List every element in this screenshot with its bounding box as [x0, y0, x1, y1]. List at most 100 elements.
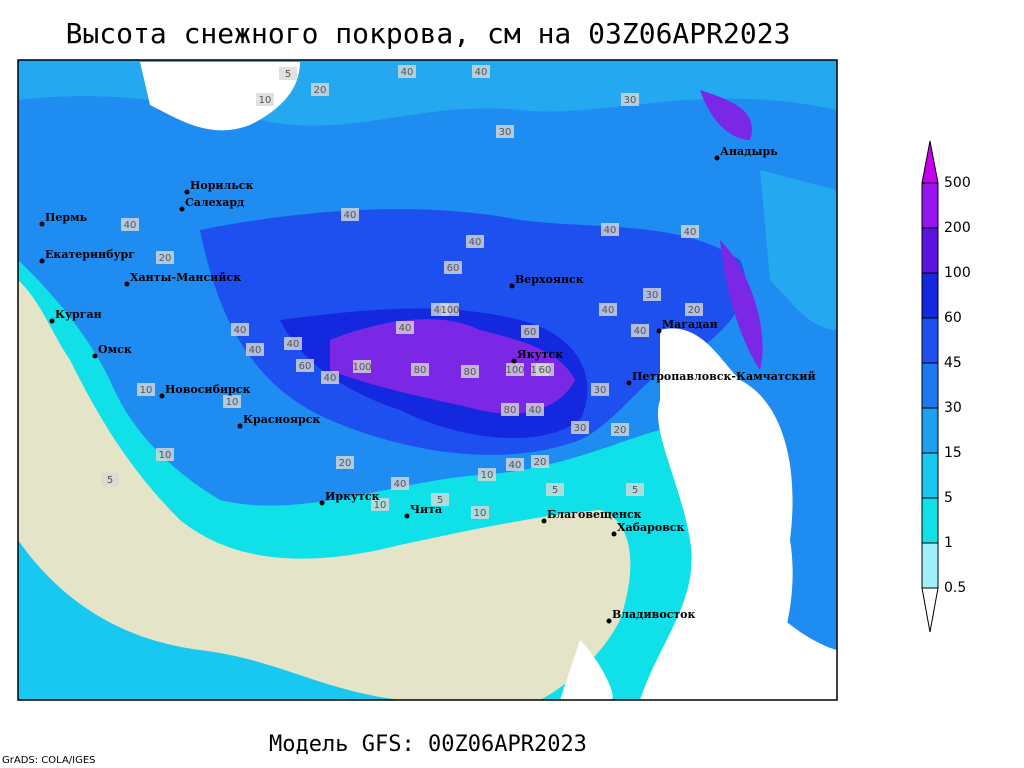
contour-label: 80	[414, 365, 427, 376]
contour-label-bg	[506, 363, 524, 376]
contour-label: 20	[534, 457, 547, 468]
contour-label: 40	[344, 210, 357, 221]
colorbar-segment	[921, 272, 939, 319]
colorbar-segment	[921, 497, 939, 544]
contour-label-bg	[296, 359, 314, 372]
contour-label-bg	[311, 83, 329, 96]
city-dot	[39, 221, 45, 227]
snow-south	[18, 540, 400, 700]
contour-label: 80	[464, 367, 477, 378]
contour-label: 5	[437, 495, 443, 506]
contour-label: 30	[499, 127, 512, 138]
city-dot	[606, 618, 612, 624]
colorbar-label: 0.5	[944, 580, 966, 596]
contour-label-bg	[471, 506, 489, 519]
city-label: Петропавловск-Камчатский	[632, 370, 816, 383]
contour-label: 40	[249, 345, 262, 356]
contour-label: 5	[552, 485, 558, 496]
contour-label: 30	[594, 385, 607, 396]
contour-label: 80	[504, 405, 517, 416]
contour-label: 20	[339, 458, 352, 469]
contour-label-bg	[371, 498, 389, 511]
contour-label-bg	[501, 403, 519, 416]
colorbar-label: 100	[944, 265, 971, 281]
contour-label: 60	[447, 263, 460, 274]
contour-label-bg	[611, 423, 629, 436]
colorbar-label: 60	[944, 310, 962, 326]
contour-label-bg	[444, 261, 462, 274]
city-label: Екатеринбург	[45, 248, 135, 261]
city-dot	[39, 258, 45, 264]
city-dot	[159, 393, 165, 399]
contour-label-bg	[156, 448, 174, 461]
city-label: Омск	[98, 343, 132, 356]
city-dot	[49, 318, 55, 324]
contour-label: 40	[399, 323, 412, 334]
contour-label-bg	[591, 383, 609, 396]
contour-label: 60	[524, 327, 537, 338]
contour-label: 20	[614, 425, 627, 436]
contour-label-bg	[284, 337, 302, 350]
contour-label-bg	[599, 303, 617, 316]
city-label: Норильск	[190, 179, 253, 192]
contour-label-bg	[631, 324, 649, 337]
city-label: Ханты-Мансийск	[130, 271, 241, 284]
contour-label-bg	[156, 251, 174, 264]
city-dot	[124, 281, 130, 287]
city-dot	[626, 380, 632, 386]
contour-label: 30	[574, 423, 587, 434]
contour-label-bg	[431, 493, 449, 506]
city-label: Хабаровск	[617, 521, 684, 534]
contour-label-bg	[441, 303, 459, 316]
colorbar-segment	[921, 182, 939, 229]
contour-label-bg	[506, 458, 524, 471]
contour-label: 10	[159, 450, 172, 461]
contour-label: 40	[324, 373, 337, 384]
city-dot	[714, 155, 720, 161]
contour-label: 10	[259, 95, 272, 106]
contour-label-bg	[478, 468, 496, 481]
city-dot	[404, 513, 410, 519]
credit: GrADS: COLA/IGES	[2, 755, 96, 766]
city-dot	[92, 353, 98, 359]
colorbar-segment	[921, 362, 939, 409]
contour-label-bg	[626, 483, 644, 496]
contour-label-bg	[336, 456, 354, 469]
contour-label-bg	[685, 303, 703, 316]
contour-label: 5	[107, 475, 113, 486]
contour-label-bg	[231, 323, 249, 336]
contour-label: 20	[688, 305, 701, 316]
contour-label-bg	[121, 218, 139, 231]
contour-label-bg	[411, 363, 429, 376]
contour-label: 20	[159, 253, 172, 264]
colorbar-label: 500	[944, 175, 971, 191]
snow-max	[330, 319, 575, 414]
contour-label: 10	[226, 397, 239, 408]
contour-label-bg	[546, 483, 564, 496]
city-dot	[541, 518, 547, 524]
city-dot	[179, 206, 185, 212]
colorbar-segment	[921, 140, 939, 184]
contour-label: 10	[474, 508, 487, 519]
contour-label: 40	[509, 460, 522, 471]
contour-label-bg	[472, 65, 490, 78]
contour-label: 40	[684, 227, 697, 238]
colorbar-segment	[921, 587, 939, 633]
city-label: Анадырь	[720, 145, 778, 158]
contour-label: 100	[352, 362, 371, 373]
contour-label: 40	[634, 326, 647, 337]
contour-label-bg	[279, 67, 297, 80]
subtitle: Модель GFS: 00Z06APR2023	[269, 732, 587, 757]
contour-label-bg	[137, 383, 155, 396]
city-dot	[511, 358, 517, 364]
colorbar-label: 45	[944, 355, 962, 371]
contour-label-bg	[681, 225, 699, 238]
city-label: Новосибирск	[165, 383, 250, 396]
city-label: Красноярск	[243, 413, 320, 426]
city-label: Якутск	[517, 348, 563, 361]
contour-label-bg	[256, 93, 274, 106]
contour-label: 40	[475, 67, 488, 78]
